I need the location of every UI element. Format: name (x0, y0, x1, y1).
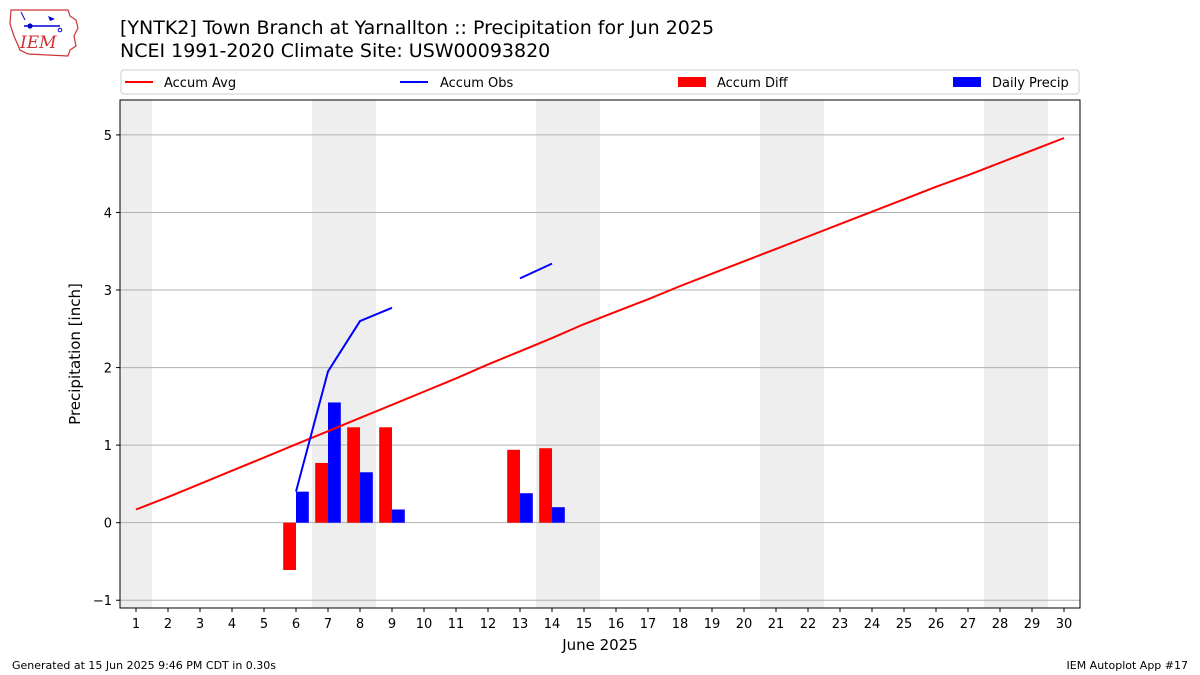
y-tick-label: 3 (104, 284, 112, 299)
x-tick-label: 27 (960, 617, 977, 632)
legend-item-accum-diff-label: Accum Diff (717, 76, 789, 91)
y-tick-label: 0 (104, 517, 112, 532)
plot-frame (119, 99, 1081, 609)
x-tick-label: 14 (544, 617, 561, 632)
legend-item-accum-diff-swatch (678, 77, 706, 87)
iowa-outline-shape (9, 9, 79, 57)
y-tick-label: −1 (93, 594, 112, 609)
accum-obs-line (295, 306, 393, 492)
x-tick-label: 28 (992, 617, 1009, 632)
legend: Accum Avg Accum Obs Accum Diff Daily Precip (120, 69, 1080, 95)
x-tick-label: 26 (928, 617, 945, 632)
x-tick-label: 15 (576, 617, 593, 632)
accum-avg-line (135, 137, 1065, 511)
y-tick-label: 2 (104, 362, 112, 377)
daily-precip-bar (296, 491, 309, 523)
chart-title: [YNTK2] Town Branch at Yarnallton :: Pre… (120, 17, 715, 39)
x-tick-label: 22 (800, 617, 817, 632)
weekend-band (312, 100, 376, 608)
accum-diff-bar (379, 427, 392, 523)
x-tick-label: 6 (292, 617, 300, 632)
iem-logo: IEM (9, 9, 79, 57)
x-tick-label: 18 (672, 617, 689, 632)
x-tick-label: 25 (896, 617, 913, 632)
x-tick-label: 13 (512, 617, 529, 632)
weekend-band (984, 100, 1048, 608)
daily-precip-bar (328, 402, 341, 523)
x-tick-label: 30 (1056, 617, 1073, 632)
x-tick-label: 21 (768, 617, 785, 632)
legend-item-accum-obs-label: Accum Obs (440, 76, 513, 91)
x-tick-label: 24 (864, 617, 881, 632)
y-tick-label: 5 (104, 129, 112, 144)
legend-item-daily-precip-swatch (953, 77, 981, 87)
legend-item-daily-precip-label: Daily Precip (992, 76, 1069, 91)
x-tick-label: 8 (356, 617, 364, 632)
daily-precip-bar (552, 507, 565, 523)
x-tick-label: 17 (640, 617, 657, 632)
x-tick-label: 23 (832, 617, 849, 632)
y-axis-label: Precipitation [inch] (66, 283, 84, 425)
x-tick-label: 1 (132, 617, 140, 632)
weekend-band (760, 100, 824, 608)
logo-text: IEM (19, 33, 57, 53)
x-tick-label: 11 (448, 617, 465, 632)
legend-box (120, 69, 1080, 95)
daily-precip-bar (360, 472, 373, 523)
x-tick-label: 9 (388, 617, 396, 632)
x-tick-label: 3 (196, 617, 204, 632)
legend-item-accum-avg-label: Accum Avg (164, 76, 236, 91)
x-tick-label: 12 (480, 617, 497, 632)
x-tick-label: 16 (608, 617, 625, 632)
weekend-band (536, 100, 600, 608)
x-tick-label: 4 (228, 617, 236, 632)
x-tick-label: 19 (704, 617, 721, 632)
accum-diff-bar (507, 449, 520, 523)
x-tick-label: 7 (324, 617, 332, 632)
daily-precip-bar (520, 493, 533, 523)
x-axis-label: June 2025 (561, 636, 638, 654)
accum-diff-bar (283, 522, 296, 570)
x-tick-label: 29 (1024, 617, 1041, 632)
accum-diff-bar (539, 448, 552, 523)
app-note: IEM Autoplot App #17 (1066, 659, 1189, 672)
accum-diff-bar (315, 462, 328, 523)
accum-obs-line (519, 262, 553, 280)
weekend-band (120, 100, 152, 608)
x-tick-label: 5 (260, 617, 268, 632)
accum-diff-bar (347, 427, 360, 523)
y-tick-label: 1 (104, 439, 112, 454)
daily-precip-bar (392, 509, 405, 523)
x-tick-label: 10 (416, 617, 433, 632)
x-tick-label: 2 (164, 617, 172, 632)
x-tick-label: 20 (736, 617, 753, 632)
y-tick-label: 4 (104, 206, 112, 221)
chart-subtitle: NCEI 1991-2020 Climate Site: USW00093820 (120, 40, 551, 62)
generated-note: Generated at 15 Jun 2025 9:46 PM CDT in … (12, 659, 277, 672)
